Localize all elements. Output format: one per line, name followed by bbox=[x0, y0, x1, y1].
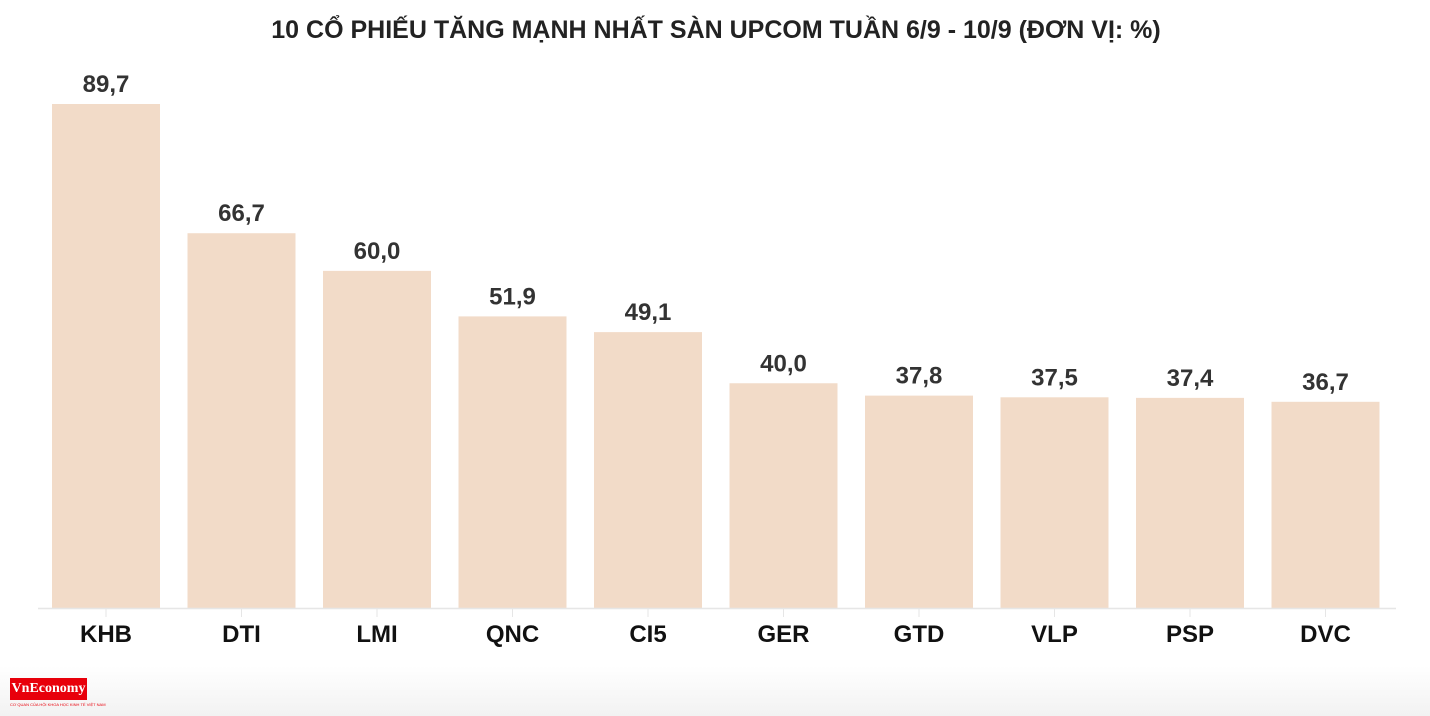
category-label: PSP bbox=[1166, 621, 1214, 648]
bar-DVC bbox=[1271, 401, 1380, 608]
bar-KHB bbox=[52, 104, 160, 608]
logo-subtitle: CƠ QUAN CỦA HỘI KHOA HỌC KINH TẾ VIỆT NA… bbox=[10, 702, 106, 707]
value-label: 36,7 bbox=[1302, 369, 1349, 396]
value-label: 60,0 bbox=[354, 238, 401, 265]
bar-LMI bbox=[323, 270, 431, 608]
footer-band bbox=[0, 666, 1430, 716]
category-label: GTD bbox=[894, 621, 945, 648]
bar-VLP bbox=[1000, 397, 1109, 608]
category-label: DVC bbox=[1300, 621, 1351, 648]
category-label: CI5 bbox=[629, 621, 666, 648]
category-label: KHB bbox=[80, 621, 132, 648]
value-label: 89,7 bbox=[83, 71, 130, 98]
category-label: GER bbox=[757, 621, 809, 648]
category-label: QNC bbox=[486, 621, 539, 648]
value-label: 37,5 bbox=[1031, 364, 1078, 391]
bar-GER bbox=[729, 383, 838, 608]
bar-QNC bbox=[458, 316, 567, 608]
bar-DTI bbox=[187, 233, 296, 608]
value-label: 37,8 bbox=[896, 363, 943, 390]
bar-PSP bbox=[1136, 397, 1244, 608]
value-label: 49,1 bbox=[625, 299, 672, 326]
chart-title: 10 CỔ PHIẾU TĂNG MẠNH NHẤT SÀN UPCOM TUẦ… bbox=[271, 14, 1160, 44]
category-label: DTI bbox=[222, 621, 261, 648]
vneconomy-logo: VnEconomy bbox=[10, 678, 87, 700]
value-label: 51,9 bbox=[489, 283, 536, 310]
bar-GTD bbox=[865, 395, 973, 608]
category-label: VLP bbox=[1031, 621, 1078, 648]
value-label: 66,7 bbox=[218, 200, 265, 227]
category-label: LMI bbox=[356, 621, 397, 648]
value-label: 37,4 bbox=[1167, 365, 1214, 392]
value-label: 40,0 bbox=[760, 350, 807, 377]
bar-CI5 bbox=[594, 332, 702, 608]
